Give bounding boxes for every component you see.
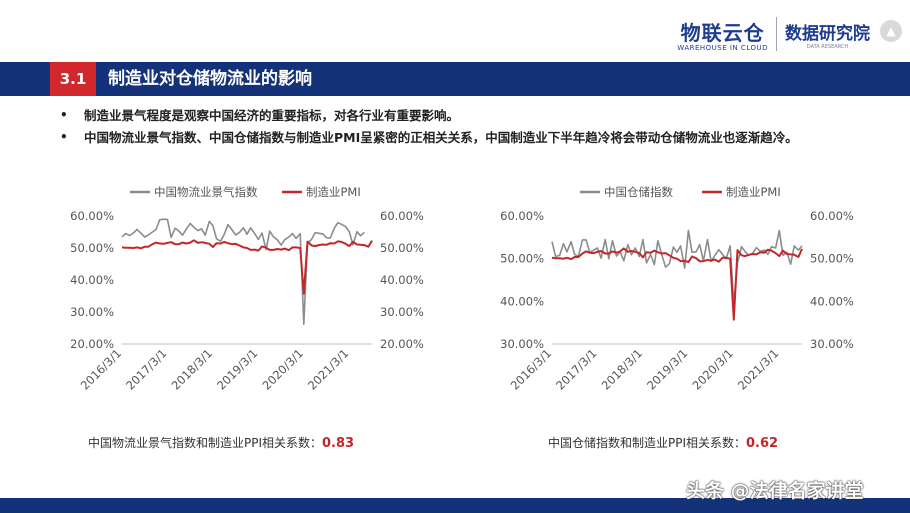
y-tick-right: 60.00%	[810, 209, 854, 223]
bullet-text: 中国物流业景气指数、中国仓储指数与制造业PMI呈紧密的正相关关系，中国制造业下半…	[84, 130, 798, 145]
x-tick: 2021/3/1	[735, 346, 781, 392]
logistics-index-chart: 中国物流业景气指数 制造业PMI 60.00% 60.00% 50.00% 50.00% 4…	[70, 185, 424, 393]
y-tick-right: 30.00%	[810, 337, 854, 351]
bullet-item: • 中国物流业景气指数、中国仓储指数与制造业PMI呈紧密的正相关关系，中国制造业…	[58, 128, 878, 147]
x-tick: 2020/3/1	[260, 346, 306, 392]
series-line	[121, 239, 373, 295]
y-tick-right: 30.00%	[380, 305, 424, 319]
logo-main-cn: 物联云仓	[680, 20, 765, 45]
x-tick: 2019/3/1	[214, 346, 260, 392]
correlation-label: 中国仓储指数和制造业PPI相关系数：	[548, 436, 747, 450]
legend-label: 制造业PMI	[306, 185, 361, 199]
y-tick-left: 40.00%	[70, 273, 114, 287]
y-tick-left: 50.00%	[500, 252, 544, 266]
logo-divider	[776, 17, 777, 51]
footer-bar	[0, 498, 910, 513]
y-tick-right: 50.00%	[380, 241, 424, 255]
scroll-up-icon[interactable]: ▲	[880, 20, 902, 42]
bullet-dot-icon: •	[60, 130, 68, 144]
series-line	[551, 247, 803, 321]
bullet-text: 制造业景气程度是观察中国经济的重要指标，对各行业有重要影响。	[84, 108, 460, 123]
x-tick: 2019/3/1	[644, 346, 690, 392]
bullet-list: • 制造业景气程度是观察中国经济的重要指标，对各行业有重要影响。 • 中国物流业…	[58, 106, 878, 150]
y-tick-right: 40.00%	[380, 273, 424, 287]
warehouse-index-chart: 中国仓储指数 制造业PMI 60.00% 60.00% 50.00% 50.00% 40.0…	[500, 185, 854, 393]
x-tick: 2018/3/1	[599, 346, 645, 392]
correlation-value: 0.62	[746, 436, 779, 451]
x-tick: 2016/3/1	[78, 346, 124, 392]
x-tick: 2016/3/1	[508, 346, 554, 392]
correlation-note-right: 中国仓储指数和制造业PPI相关系数：0.62	[548, 434, 778, 451]
series-line	[121, 218, 365, 325]
y-tick-right: 40.00%	[810, 294, 854, 308]
x-tick: 2018/3/1	[169, 346, 215, 392]
section-title: 制造业对仓储物流业的影响	[108, 69, 312, 89]
x-tick: 2017/3/1	[123, 346, 169, 392]
correlation-value: 0.83	[322, 436, 355, 451]
logo-main-en: WAREHOUSE IN CLOUD	[677, 43, 768, 52]
bullet-item: • 制造业景气程度是观察中国经济的重要指标，对各行业有重要影响。	[58, 106, 878, 125]
correlation-label: 中国物流业景气指数和制造业PPI相关系数：	[88, 436, 323, 450]
y-tick-right: 60.00%	[380, 209, 424, 223]
x-tick: 2021/3/1	[305, 346, 351, 392]
legend-label: 制造业PMI	[726, 185, 781, 199]
logo-sub-cn: 数据研究院	[785, 23, 870, 44]
bullet-dot-icon: •	[60, 108, 68, 122]
legend-label: 中国仓储指数	[604, 185, 673, 199]
y-tick-left: 40.00%	[500, 294, 544, 308]
correlation-note-left: 中国物流业景气指数和制造业PPI相关系数：0.83	[88, 434, 354, 451]
y-tick-left: 30.00%	[500, 337, 544, 351]
warehouse-in-cloud-logo: 物联云仓 WAREHOUSE IN CLOUD	[677, 17, 768, 52]
y-tick-left: 60.00%	[500, 209, 544, 223]
legend-label: 中国物流业景气指数	[154, 185, 258, 199]
y-tick-right: 50.00%	[810, 252, 854, 266]
header-logos: 物联云仓 WAREHOUSE IN CLOUD 数据研究院 DATA RESEA…	[677, 10, 870, 58]
y-tick-left: 20.00%	[70, 337, 114, 351]
series-line	[551, 229, 803, 305]
logo-sub-en: DATA RESEARCH	[806, 43, 849, 50]
y-tick-left: 60.00%	[70, 209, 114, 223]
section-title-bar	[0, 62, 910, 96]
data-research-logo: 数据研究院 DATA RESEARCH	[785, 19, 870, 50]
y-tick-right: 20.00%	[380, 337, 424, 351]
y-tick-left: 50.00%	[70, 241, 114, 255]
x-tick: 2020/3/1	[690, 346, 736, 392]
x-tick: 2017/3/1	[553, 346, 599, 392]
section-number: 3.1	[50, 62, 96, 96]
y-tick-left: 30.00%	[70, 305, 114, 319]
watermark: 头条 @法律名家讲堂	[686, 480, 864, 502]
